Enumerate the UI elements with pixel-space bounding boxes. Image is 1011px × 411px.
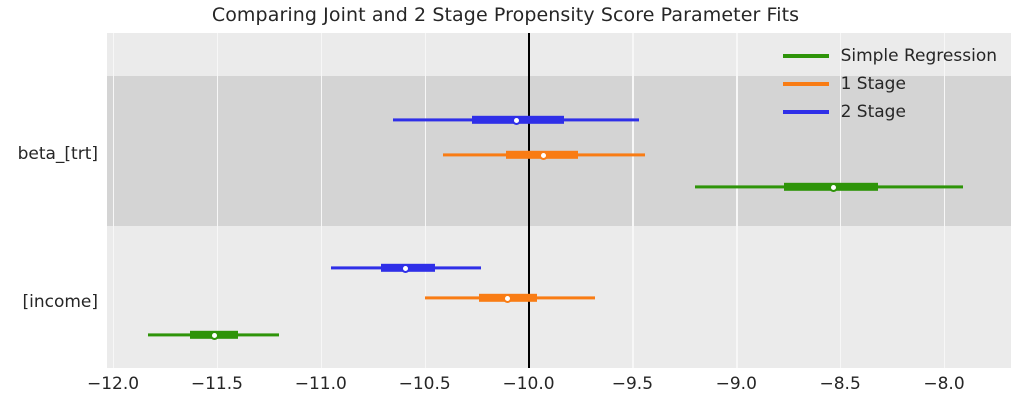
legend-line-icon [782, 82, 829, 86]
estimate-marker [401, 263, 411, 273]
interval-mark [107, 326, 1011, 344]
x-tick-label: −11.5 [190, 374, 243, 394]
x-tick-label: −8.0 [923, 374, 965, 394]
estimate-marker [210, 330, 220, 340]
gridline [320, 33, 323, 368]
x-tick-label: −8.5 [819, 374, 861, 394]
x-tick-label: −10.0 [502, 374, 555, 394]
plot-area [107, 33, 1011, 368]
legend-item[interactable]: 2 Stage [782, 98, 997, 126]
page-title: Comparing Joint and 2 Stage Propensity S… [211, 4, 800, 26]
interval-mark [107, 111, 1011, 129]
x-tick-label: −11.0 [294, 374, 347, 394]
legend-label: Simple Regression [840, 46, 997, 66]
legend-item[interactable]: 1 Stage [782, 70, 997, 98]
estimate-marker [503, 293, 513, 303]
interval-mark [107, 289, 1011, 307]
legend-label: 1 Stage [840, 74, 906, 94]
x-tick-label: −10.5 [398, 374, 451, 394]
legend-item[interactable]: Simple Regression [782, 42, 997, 70]
gridline [424, 33, 426, 368]
y-tick-label: beta_[trt] [17, 144, 98, 164]
x-tick-label: −9.5 [611, 374, 654, 394]
legend-line-icon [782, 110, 829, 114]
gridline [736, 33, 738, 368]
gridline [632, 33, 634, 368]
estimate-marker [538, 150, 548, 160]
y-tick-label: [income] [22, 292, 98, 312]
interval-mark [107, 259, 1011, 277]
gridline [113, 33, 115, 368]
gridline [840, 33, 842, 368]
gridline [944, 33, 946, 368]
interval-mark [107, 178, 1011, 196]
x-tick-label: −12.0 [86, 374, 140, 394]
legend: Simple Regression 1 Stage 2 Stage [777, 40, 1003, 130]
gridline [216, 33, 219, 368]
estimate-marker [829, 182, 839, 192]
legend-label: 2 Stage [840, 102, 906, 122]
reference-line [527, 33, 530, 368]
x-tick-label: −9.0 [715, 374, 757, 394]
estimate-marker [511, 115, 521, 125]
interval-mark [107, 146, 1011, 164]
legend-line-icon [782, 54, 829, 58]
